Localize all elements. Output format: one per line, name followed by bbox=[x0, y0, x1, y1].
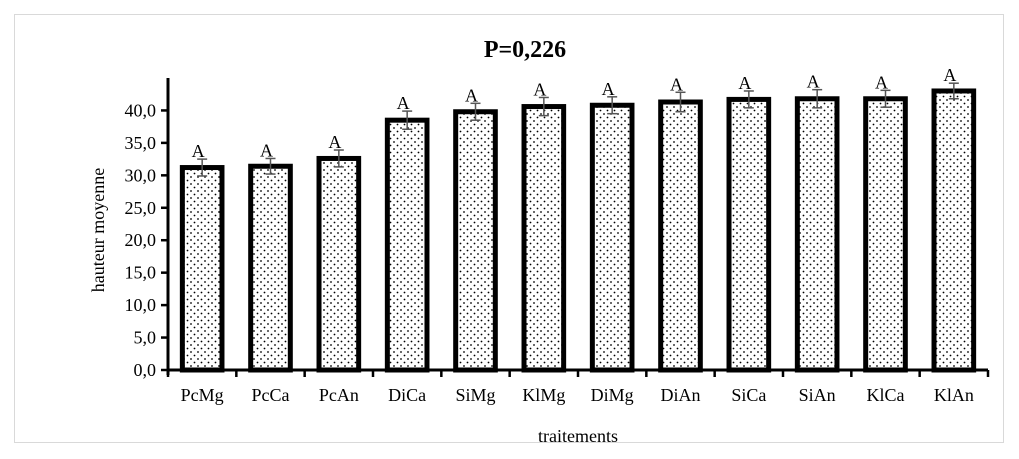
group-letter: A bbox=[397, 93, 410, 113]
group-letter: A bbox=[192, 141, 205, 161]
y-tick-label: 0,0 bbox=[134, 360, 157, 380]
x-tick-label: KlMg bbox=[522, 385, 565, 405]
group-letter: A bbox=[533, 79, 546, 99]
group-letter: A bbox=[465, 85, 478, 105]
x-tick-label: DiMg bbox=[591, 385, 634, 405]
group-letter: A bbox=[875, 72, 888, 92]
bar bbox=[931, 88, 977, 373]
x-tick-label: SiCa bbox=[731, 385, 766, 405]
x-tick-label: SiMg bbox=[455, 385, 495, 405]
y-tick-label: 40,0 bbox=[125, 100, 157, 120]
bar bbox=[384, 117, 430, 373]
bar bbox=[589, 102, 635, 373]
y-tick-label: 15,0 bbox=[125, 263, 157, 283]
x-tick-label: KlCa bbox=[867, 385, 905, 405]
group-letter: A bbox=[807, 72, 820, 92]
bar bbox=[316, 155, 362, 373]
bar bbox=[794, 96, 840, 373]
x-tick-label: KlAn bbox=[934, 385, 974, 405]
bar bbox=[179, 165, 225, 373]
y-tick-label: 20,0 bbox=[125, 230, 157, 250]
group-letter: A bbox=[328, 132, 341, 152]
bar bbox=[453, 109, 498, 373]
group-letter: A bbox=[670, 74, 683, 94]
y-tick-label: 25,0 bbox=[125, 198, 157, 218]
bar bbox=[248, 163, 293, 373]
x-tick-label: DiAn bbox=[661, 385, 701, 405]
bar bbox=[726, 96, 772, 373]
group-letter: A bbox=[738, 73, 751, 93]
x-axis-label: traitements bbox=[538, 426, 618, 446]
bar bbox=[863, 96, 908, 373]
group-letter: A bbox=[260, 140, 273, 160]
group-letter: A bbox=[943, 65, 956, 85]
x-tick-label: PcMg bbox=[181, 385, 224, 405]
x-tick-label: SiAn bbox=[799, 385, 836, 405]
x-tick-label: PcCa bbox=[252, 385, 290, 405]
y-tick-label: 10,0 bbox=[125, 295, 157, 315]
y-tick-label: 35,0 bbox=[125, 133, 157, 153]
group-letter: A bbox=[602, 79, 615, 99]
bar bbox=[521, 104, 567, 373]
y-tick-label: 30,0 bbox=[125, 165, 157, 185]
x-tick-label: PcAn bbox=[319, 385, 359, 405]
y-tick-label: 5,0 bbox=[134, 328, 157, 348]
x-tick-label: DiCa bbox=[388, 385, 426, 405]
plot-area: 0,0 5,0 10,0 15,0 20,0 25,0 30,0 35,0 40,0 A PcMg A… bbox=[125, 65, 990, 405]
y-axis-label: hauteur moyenne bbox=[88, 168, 108, 292]
chart-title: P=0,226 bbox=[484, 37, 566, 63]
bar bbox=[658, 99, 703, 373]
